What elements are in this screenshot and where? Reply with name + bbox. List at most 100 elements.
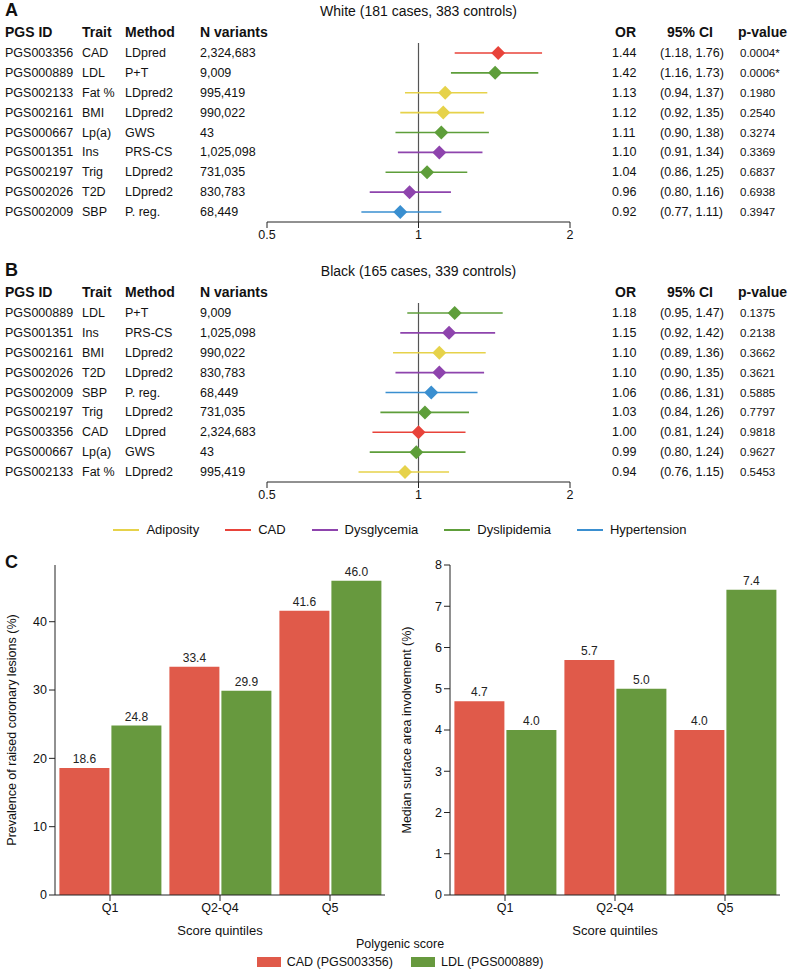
svg-text:9,009: 9,009: [200, 66, 231, 80]
svg-text:LDL: LDL: [82, 306, 105, 320]
svg-text:0.3947: 0.3947: [740, 206, 775, 218]
svg-text:0.1980: 0.1980: [740, 87, 775, 99]
svg-text:PGS003356: PGS003356: [8, 425, 73, 439]
svg-text:P. reg.: P. reg.: [125, 386, 160, 400]
svg-text:(0.80, 1.24): (0.80, 1.24): [660, 445, 724, 459]
svg-text:46.0: 46.0: [345, 565, 369, 579]
svg-text:0.5453: 0.5453: [740, 466, 775, 478]
svg-text:0: 0: [435, 888, 442, 902]
svg-text:1,025,098: 1,025,098: [200, 145, 256, 159]
svg-text:(0.90, 1.38): (0.90, 1.38): [660, 126, 724, 140]
svg-text:2,324,683: 2,324,683: [200, 425, 256, 439]
svg-text:830,783: 830,783: [200, 366, 245, 380]
svg-text:Q2-Q4: Q2-Q4: [596, 901, 634, 915]
svg-text:Fat %: Fat %: [82, 465, 115, 479]
svg-text:PGS002133: PGS002133: [8, 465, 73, 479]
svg-text:(0.81, 1.24): (0.81, 1.24): [660, 425, 724, 439]
svg-text:4.0: 4.0: [523, 714, 540, 728]
svg-text:Q5: Q5: [717, 901, 734, 915]
svg-text:(1.18, 1.76): (1.18, 1.76): [660, 46, 724, 60]
svg-text:995,419: 995,419: [200, 86, 245, 100]
svg-text:1.10: 1.10: [612, 346, 636, 360]
svg-text:1: 1: [415, 228, 422, 242]
svg-text:10: 10: [33, 820, 47, 834]
svg-text:T2D: T2D: [82, 366, 106, 380]
svg-text:0.1375: 0.1375: [740, 307, 775, 319]
svg-text:PGS001351: PGS001351: [8, 145, 73, 159]
svg-text:1.13: 1.13: [612, 86, 636, 100]
svg-text:PGS002161: PGS002161: [8, 346, 73, 360]
svg-text:(0.95, 1.47): (0.95, 1.47): [660, 306, 724, 320]
svg-text:LDpred2: LDpred2: [125, 185, 173, 199]
svg-text:731,035: 731,035: [200, 165, 245, 179]
svg-text:24.8: 24.8: [125, 710, 149, 724]
svg-text:PGS002197: PGS002197: [8, 405, 73, 419]
svg-text:(0.91, 1.34): (0.91, 1.34): [660, 145, 724, 159]
svg-text:43: 43: [200, 445, 214, 459]
svg-text:1.04: 1.04: [612, 165, 636, 179]
svg-text:990,022: 990,022: [200, 346, 245, 360]
svg-text:8: 8: [435, 558, 442, 572]
svg-text:(0.92, 1.42): (0.92, 1.42): [660, 326, 724, 340]
svg-text:1: 1: [415, 488, 422, 502]
svg-text:68,449: 68,449: [200, 386, 238, 400]
svg-text:830,783: 830,783: [200, 185, 245, 199]
svg-text:PGS000667: PGS000667: [8, 445, 73, 459]
svg-text:7.4: 7.4: [743, 574, 760, 588]
svg-text:18.6: 18.6: [73, 752, 97, 766]
svg-text:0.96: 0.96: [612, 185, 636, 199]
svg-text:Q1: Q1: [102, 901, 119, 915]
svg-text:Fat %: Fat %: [82, 86, 115, 100]
svg-text:SBP: SBP: [82, 205, 107, 219]
svg-text:Q2-Q4: Q2-Q4: [201, 901, 239, 915]
svg-text:20: 20: [33, 752, 47, 766]
svg-text:BMI: BMI: [82, 346, 104, 360]
svg-text:1.10: 1.10: [612, 366, 636, 380]
svg-text:41.6: 41.6: [293, 595, 317, 609]
svg-text:9,009: 9,009: [200, 306, 231, 320]
svg-text:0.5885: 0.5885: [740, 387, 775, 399]
svg-text:0.0006*: 0.0006*: [740, 67, 780, 79]
svg-text:Ins: Ins: [82, 326, 99, 340]
svg-text:(0.80, 1.16): (0.80, 1.16): [660, 185, 724, 199]
svg-text:1.00: 1.00: [612, 425, 636, 439]
svg-text:CAD: CAD: [82, 46, 108, 60]
svg-text:(0.86, 1.25): (0.86, 1.25): [660, 165, 724, 179]
svg-text:P. reg.: P. reg.: [125, 205, 160, 219]
svg-text:Q5: Q5: [322, 901, 339, 915]
svg-text:0.6837: 0.6837: [740, 166, 775, 178]
svg-text:PGS002197: PGS002197: [8, 165, 73, 179]
svg-text:Trig: Trig: [82, 165, 103, 179]
svg-text:Score quintiles: Score quintiles: [572, 923, 658, 937]
svg-text:7: 7: [435, 600, 442, 614]
svg-text:68,449: 68,449: [200, 205, 238, 219]
svg-text:0.5: 0.5: [258, 228, 275, 242]
svg-text:0.5: 0.5: [258, 488, 275, 502]
svg-text:Lp(a): Lp(a): [82, 126, 111, 140]
svg-text:LDpred: LDpred: [125, 46, 166, 60]
svg-text:1: 1: [435, 847, 442, 861]
svg-text:PGS002133: PGS002133: [8, 86, 73, 100]
svg-text:1.44: 1.44: [612, 46, 636, 60]
svg-text:1.18: 1.18: [612, 306, 636, 320]
svg-text:(1.16, 1.73): (1.16, 1.73): [660, 66, 724, 80]
svg-text:0.3274: 0.3274: [740, 127, 776, 139]
svg-text:1.10: 1.10: [612, 145, 636, 159]
svg-text:1.15: 1.15: [612, 326, 636, 340]
svg-text:4: 4: [435, 723, 442, 737]
svg-text:990,022: 990,022: [200, 106, 245, 120]
svg-text:(0.77, 1.11): (0.77, 1.11): [660, 205, 723, 219]
svg-text:0.0004*: 0.0004*: [740, 47, 780, 59]
svg-text:4.7: 4.7: [471, 685, 488, 699]
svg-text:5: 5: [435, 682, 442, 696]
svg-text:2: 2: [435, 806, 442, 820]
svg-text:Ins: Ins: [82, 145, 99, 159]
svg-text:PGS000889: PGS000889: [8, 306, 73, 320]
svg-text:33.4: 33.4: [183, 651, 207, 665]
svg-text:1,025,098: 1,025,098: [200, 326, 256, 340]
svg-text:0.92: 0.92: [612, 205, 636, 219]
svg-text:LDpred2: LDpred2: [125, 165, 173, 179]
svg-text:LDpred2: LDpred2: [125, 346, 173, 360]
svg-text:1.11: 1.11: [612, 126, 635, 140]
svg-text:(0.90, 1.35): (0.90, 1.35): [660, 366, 724, 380]
